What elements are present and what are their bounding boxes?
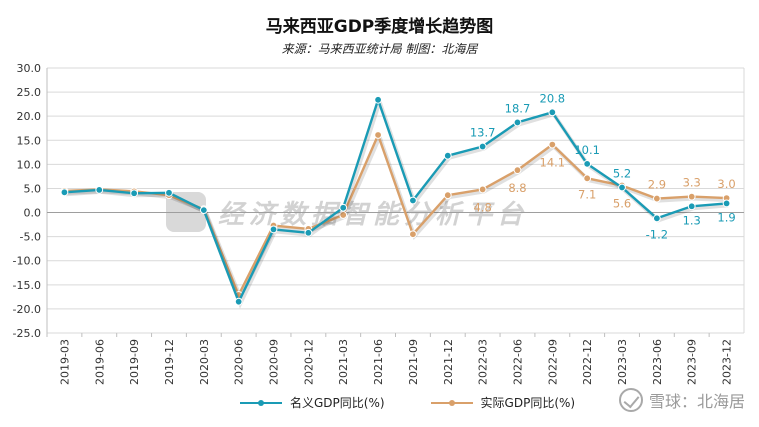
point-nominal — [60, 188, 69, 197]
credit-text: 雪球：北海居 — [648, 392, 745, 411]
point-nominal — [269, 225, 278, 234]
y-tick-label: 25.0 — [17, 86, 42, 99]
point-nominal — [652, 214, 661, 223]
x-tick-label: 2023-06 — [651, 339, 664, 385]
point-real — [548, 140, 557, 149]
legend-swatch-real — [429, 396, 475, 410]
y-tick-label: -20.0 — [13, 303, 41, 316]
point-real — [374, 131, 382, 139]
chart-title: 马来西亚GDP季度增长趋势图 — [265, 17, 494, 37]
x-tick-label: 2023-03 — [616, 339, 629, 385]
legend-item-nominal: 名义GDP同比(%) — [238, 394, 385, 411]
data-label-nominal: 1.3 — [683, 213, 701, 227]
y-tick-label: 15.0 — [17, 134, 42, 147]
point-real — [687, 192, 696, 201]
x-tick-label: 2022-06 — [511, 339, 524, 385]
data-label-real: 8.8 — [508, 181, 526, 195]
x-tick-label: 2019-12 — [163, 339, 176, 385]
point-nominal — [374, 95, 382, 104]
series-line-shadow — [65, 131, 729, 302]
x-tick-label: 2023-12 — [721, 339, 734, 385]
x-tick-label: 2019-06 — [93, 339, 106, 385]
y-tick-label: -15.0 — [13, 279, 41, 292]
data-label-real: 4.8 — [473, 200, 491, 214]
x-tick-label: 2023-09 — [686, 339, 699, 385]
data-label-nominal: 20.8 — [540, 91, 566, 105]
x-tick-label: 2022-09 — [546, 339, 559, 385]
x-tick-label: 2021-12 — [442, 339, 455, 385]
data-label-real: 5.6 — [613, 197, 631, 211]
y-tick-label: 30.0 — [17, 62, 42, 75]
data-label-nominal: -1.2 — [646, 227, 668, 241]
x-tick-label: 2021-09 — [407, 339, 420, 385]
point-nominal — [687, 202, 696, 211]
point-real — [478, 185, 487, 194]
x-tick-label: 2020-03 — [198, 339, 211, 385]
x-tick-label: 2019-03 — [58, 339, 71, 385]
legend-label-real: 实际GDP同比(%) — [480, 396, 576, 410]
data-label-real: 3.0 — [717, 177, 735, 191]
data-label-nominal: 10.1 — [574, 143, 600, 157]
chart-subtitle: 来源：马来西亚统计局 制图：北海居 — [281, 42, 478, 56]
point-nominal — [513, 118, 522, 127]
point-nominal — [199, 206, 208, 215]
point-nominal — [339, 203, 348, 212]
data-label-real: 3.3 — [683, 176, 701, 190]
x-tick-label: 2022-12 — [581, 339, 594, 385]
point-nominal — [722, 199, 731, 208]
series-line-real — [64, 133, 727, 297]
data-label-nominal: 13.7 — [470, 126, 496, 140]
x-tick-label: 2020-09 — [268, 339, 281, 385]
y-tick-label: -5.0 — [20, 231, 41, 244]
data-label-real: 7.1 — [578, 187, 596, 201]
y-tick-label: -10.0 — [13, 255, 41, 268]
y-tick-label: 20.0 — [17, 110, 42, 123]
watermark-logo-icon — [166, 192, 206, 232]
y-tick-label: 5.0 — [24, 182, 42, 195]
data-label-real: 14.1 — [540, 156, 566, 170]
point-nominal — [165, 188, 173, 197]
x-tick-label: 2019-09 — [128, 339, 141, 385]
legend: 名义GDP同比(%) 实际GDP同比(%) — [238, 394, 575, 411]
point-nominal — [548, 108, 557, 117]
data-label-nominal: 18.7 — [505, 101, 531, 115]
legend-swatch-nominal — [238, 396, 284, 410]
credit: 雪球：北海居 — [618, 388, 745, 412]
point-nominal — [304, 228, 313, 237]
x-tick-label: 2021-03 — [337, 339, 350, 385]
y-tick-label: -25.0 — [13, 327, 41, 340]
x-tick-label: 2020-12 — [302, 339, 315, 385]
point-nominal — [234, 297, 243, 306]
legend-item-real: 实际GDP同比(%) — [429, 394, 576, 411]
point-real — [513, 166, 522, 175]
point-nominal — [443, 151, 452, 160]
point-nominal — [583, 159, 592, 168]
y-tick-label: 0.0 — [24, 207, 42, 220]
data-label-nominal: 5.2 — [613, 166, 631, 180]
x-tick-label: 2022-03 — [477, 339, 490, 385]
point-real — [583, 174, 592, 183]
data-label-nominal: 1.9 — [717, 210, 735, 224]
point-nominal — [409, 196, 417, 205]
point-real — [409, 230, 417, 239]
data-label-real: 2.9 — [648, 178, 666, 192]
point-nominal — [618, 183, 626, 192]
point-real — [652, 194, 661, 203]
point-nominal — [478, 142, 487, 151]
point-nominal — [95, 186, 104, 194]
point-nominal — [130, 189, 139, 198]
x-tick-label: 2020-06 — [233, 339, 246, 385]
point-real — [443, 191, 452, 200]
series-line-nominal — [64, 98, 727, 303]
x-tick-label: 2021-06 — [372, 339, 385, 385]
watermark-text: 经济数据智能分析平台 — [218, 199, 529, 230]
snowball-logo-icon — [618, 388, 643, 412]
watermark: 经济数据智能分析平台 — [166, 192, 528, 232]
legend-label-nominal: 名义GDP同比(%) — [290, 396, 385, 410]
y-tick-label: 10.0 — [17, 158, 42, 171]
